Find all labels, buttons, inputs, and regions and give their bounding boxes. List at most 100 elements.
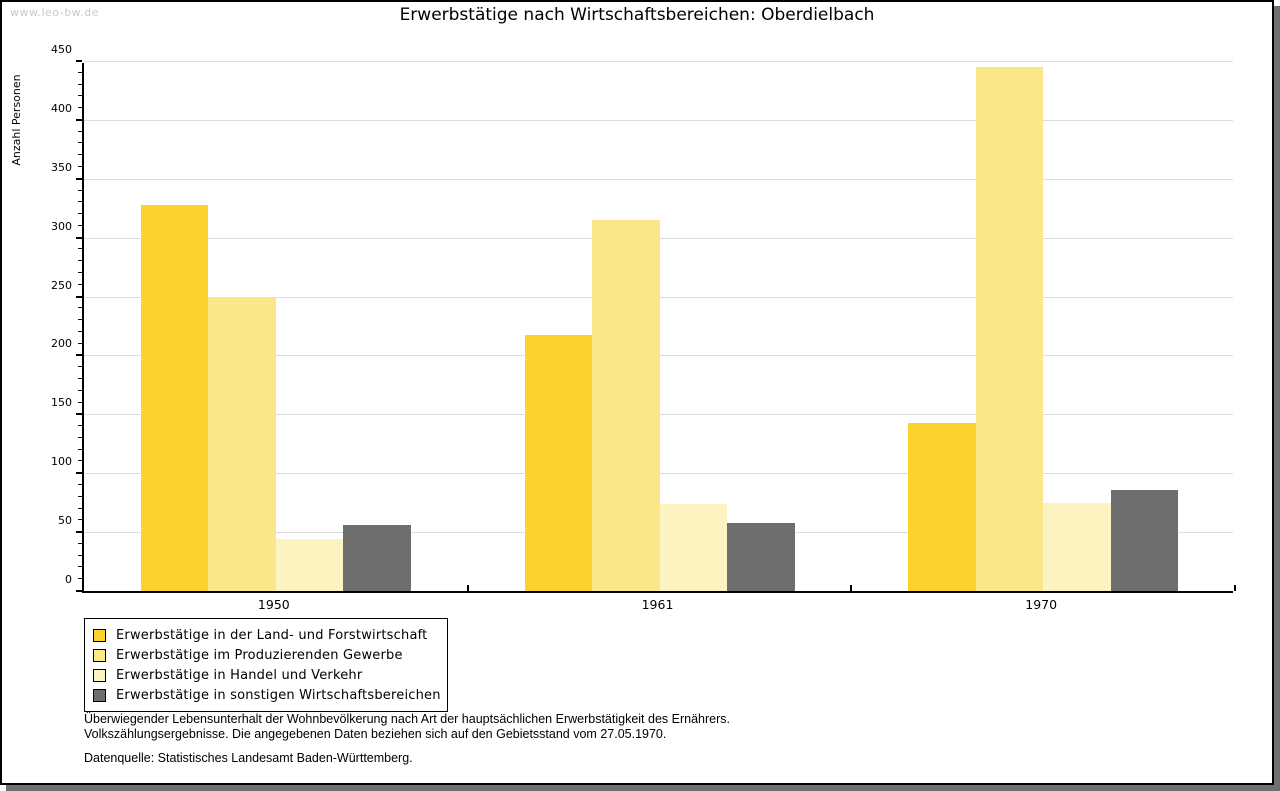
- bar-1970-series-1: [908, 422, 976, 591]
- y-tick-label: 350: [51, 160, 72, 174]
- y-minor-tick: [78, 154, 82, 156]
- chart-title: Erwerbstätige nach Wirtschaftsbereichen:…: [399, 5, 875, 25]
- y-tick-label: 400: [51, 101, 72, 115]
- bar-1950-series-3: [275, 539, 344, 591]
- legend-swatch-icon: [93, 688, 106, 702]
- y-minor-tick: [78, 260, 82, 262]
- y-minor-tick: [78, 484, 82, 485]
- footer-line-2: Volkszählungsergebnisse. Die angegebenen…: [84, 727, 667, 741]
- y-minor-tick: [78, 448, 82, 450]
- y-minor-tick: [78, 319, 82, 321]
- y-major-tick: [76, 177, 82, 180]
- legend-swatch-icon: [93, 668, 106, 682]
- bar-1970-series-3: [1043, 502, 1111, 591]
- y-minor-tick: [78, 366, 82, 368]
- bar-1961-series-2: [592, 220, 660, 591]
- y-minor-tick: [78, 495, 82, 497]
- y-minor-tick: [78, 189, 82, 191]
- y-minor-tick: [78, 330, 82, 332]
- y-minor-tick: [78, 166, 82, 167]
- y-axis-title: Anzahl Personen: [10, 74, 23, 166]
- y-minor-tick: [78, 554, 82, 556]
- y-tick-label: 450: [51, 43, 72, 56]
- bar-1961-series-1: [524, 335, 592, 591]
- y-minor-tick: [78, 213, 82, 215]
- y-major-tick: [76, 295, 82, 298]
- y-tick-label: 300: [51, 219, 72, 233]
- y-minor-tick: [78, 71, 82, 73]
- y-minor-tick: [78, 142, 82, 144]
- x-category-label: 1970: [1025, 597, 1058, 612]
- legend-item-4: Erwerbstätige in sonstigen Wirtschaftsbe…: [91, 685, 440, 705]
- y-minor-tick: [78, 224, 82, 226]
- y-minor-tick: [78, 307, 82, 309]
- legend-item-2: Erwerbstätige im Produzierenden Gewerbe: [91, 645, 437, 665]
- bar-1950-series-4: [343, 525, 411, 591]
- x-boundary-tick: [850, 585, 853, 591]
- bar-1961-series-3: [659, 503, 727, 591]
- y-minor-tick: [78, 507, 82, 509]
- y-major-tick: [76, 118, 82, 121]
- y-major-tick: [76, 531, 82, 534]
- y-minor-tick: [78, 436, 82, 438]
- y-minor-tick: [78, 389, 82, 391]
- y-minor-tick: [78, 566, 82, 568]
- legend-label: Erwerbstätige in sonstigen Wirtschaftsbe…: [116, 687, 441, 703]
- legend: Erwerbstätige in der Land- und Forstwirt…: [84, 618, 448, 712]
- y-major-tick: [76, 60, 82, 62]
- bar-1970-series-4: [1110, 489, 1179, 591]
- y-minor-tick: [78, 248, 82, 250]
- y-minor-tick: [78, 107, 82, 109]
- y-minor-tick: [78, 342, 82, 344]
- y-tick-label: 0: [65, 573, 72, 586]
- legend-swatch-icon: [93, 628, 106, 642]
- y-minor-tick: [78, 95, 82, 97]
- bar-1970-series-2: [975, 66, 1044, 591]
- y-minor-tick: [78, 460, 82, 462]
- x-category-label: 1950: [257, 597, 290, 612]
- y-minor-tick: [78, 519, 82, 521]
- y-minor-tick: [78, 425, 82, 427]
- y-major-tick: [76, 236, 82, 239]
- footer-notes: Überwiegender Lebensunterhalt der Wohnbe…: [84, 712, 730, 766]
- legend-label: Erwerbstätige im Produzierenden Gewerbe: [116, 647, 403, 663]
- y-tick-label: 100: [51, 455, 72, 469]
- y-minor-tick: [78, 201, 82, 203]
- footer-line-1: Überwiegender Lebensunterhalt der Wohnbe…: [84, 712, 730, 726]
- y-major-tick: [76, 413, 82, 416]
- y-major-tick: [76, 354, 82, 357]
- y-major-tick: [76, 590, 82, 592]
- legend-label: Erwerbstätige in der Land- und Forstwirt…: [116, 627, 428, 643]
- y-major-tick: [76, 472, 82, 475]
- legend-item-1: Erwerbstätige in der Land- und Forstwirt…: [91, 625, 437, 645]
- x-boundary-tick: [466, 585, 469, 591]
- y-tick-label: 150: [51, 396, 72, 410]
- y-minor-tick: [78, 542, 82, 544]
- gridline-350: [84, 178, 1233, 180]
- y-tick-label: 200: [51, 337, 72, 351]
- y-minor-tick: [78, 578, 82, 580]
- bar-1950-series-2: [208, 296, 276, 591]
- legend-item-3: Erwerbstätige in Handel und Verkehr: [91, 665, 437, 685]
- y-tick-label: 50: [58, 514, 72, 528]
- bar-1961-series-4: [727, 522, 795, 591]
- gridline-450: [84, 61, 1233, 62]
- x-category-label: 1961: [641, 597, 674, 612]
- y-minor-tick: [78, 283, 82, 285]
- plot-area: 0 50 100 150 200 250 300 350 400 450: [51, 43, 1236, 593]
- y-axis-title-wrap: Anzahl Personen: [5, 50, 23, 190]
- y-minor-tick: [78, 378, 82, 379]
- bar-1950-series-1: [140, 204, 209, 591]
- legend-swatch-icon: [93, 648, 106, 662]
- leo-bw-watermark: www.leo-bw.de: [10, 6, 99, 19]
- gridline-400: [84, 119, 1233, 121]
- y-tick-label: 250: [51, 278, 72, 292]
- legend-label: Erwerbstätige in Handel und Verkehr: [116, 667, 363, 683]
- y-minor-tick: [78, 83, 82, 85]
- x-boundary-tick: [1234, 585, 1236, 591]
- y-minor-tick: [78, 272, 82, 273]
- data-source: Datenquelle: Statistisches Landesamt Bad…: [84, 751, 413, 765]
- y-minor-tick: [78, 130, 82, 132]
- y-minor-tick: [78, 401, 82, 403]
